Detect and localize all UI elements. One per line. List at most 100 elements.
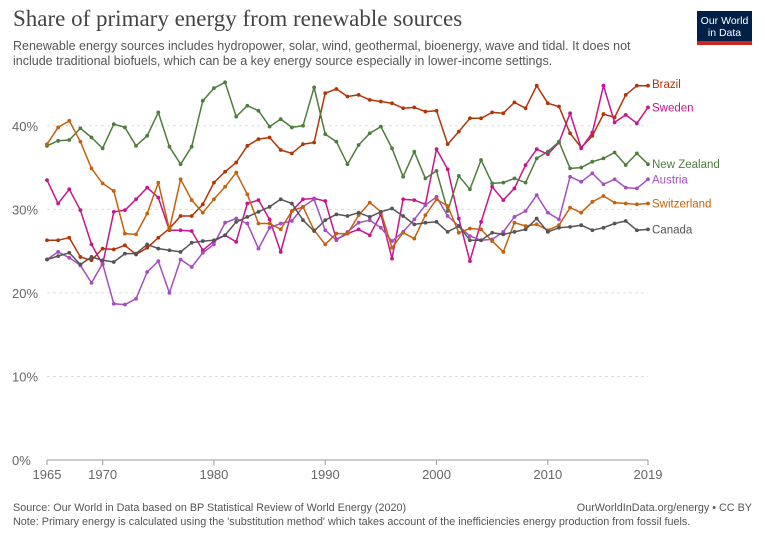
data-point-new-zealand[interactable] bbox=[501, 180, 506, 185]
data-point-canada[interactable] bbox=[534, 216, 539, 221]
data-point-switzerland[interactable] bbox=[568, 205, 572, 210]
data-point-canada[interactable] bbox=[111, 260, 116, 264]
data-point-austria[interactable] bbox=[200, 250, 205, 255]
data-point-switzerland[interactable] bbox=[412, 236, 417, 241]
data-point-switzerland[interactable] bbox=[234, 170, 239, 175]
data-point-new-zealand[interactable] bbox=[89, 135, 94, 140]
data-point-switzerland[interactable] bbox=[189, 198, 194, 203]
data-point-switzerland[interactable] bbox=[278, 227, 283, 232]
data-point-switzerland[interactable] bbox=[100, 181, 105, 186]
data-point-sweden[interactable] bbox=[323, 199, 328, 203]
data-point-new-zealand[interactable] bbox=[145, 133, 150, 138]
data-point-brazil[interactable] bbox=[601, 112, 606, 116]
data-point-austria[interactable] bbox=[390, 239, 394, 243]
data-point-sweden[interactable] bbox=[612, 120, 617, 125]
data-point-brazil[interactable] bbox=[56, 238, 61, 243]
data-point-brazil[interactable] bbox=[178, 214, 183, 218]
data-point-switzerland[interactable] bbox=[323, 242, 328, 247]
data-point-brazil[interactable] bbox=[200, 202, 205, 207]
data-point-new-zealand[interactable] bbox=[367, 131, 372, 136]
data-point-brazil[interactable] bbox=[323, 91, 328, 96]
data-point-austria[interactable] bbox=[623, 185, 628, 190]
data-point-austria[interactable] bbox=[134, 296, 138, 301]
data-point-austria[interactable] bbox=[111, 301, 116, 306]
data-point-switzerland[interactable] bbox=[390, 245, 394, 250]
data-point-switzerland[interactable] bbox=[501, 250, 506, 254]
data-point-austria[interactable] bbox=[356, 220, 361, 225]
data-point-new-zealand[interactable] bbox=[334, 139, 339, 144]
data-point-sweden[interactable] bbox=[189, 229, 194, 233]
data-point-switzerland[interactable] bbox=[490, 239, 495, 243]
data-point-canada[interactable] bbox=[245, 214, 250, 219]
data-point-austria[interactable] bbox=[468, 234, 472, 238]
data-point-sweden[interactable] bbox=[434, 147, 439, 152]
data-point-austria[interactable] bbox=[234, 216, 239, 221]
data-point-new-zealand[interactable] bbox=[612, 150, 617, 155]
data-point-austria[interactable] bbox=[378, 225, 383, 230]
data-point-sweden[interactable] bbox=[234, 240, 239, 244]
data-point-canada[interactable] bbox=[123, 251, 127, 256]
data-point-new-zealand[interactable] bbox=[245, 103, 250, 108]
data-point-brazil[interactable] bbox=[423, 109, 428, 114]
data-point-austria[interactable] bbox=[523, 209, 528, 213]
data-point-new-zealand[interactable] bbox=[301, 123, 305, 128]
data-point-new-zealand[interactable] bbox=[256, 108, 261, 113]
data-point-new-zealand[interactable] bbox=[345, 162, 350, 167]
data-point-switzerland[interactable] bbox=[534, 222, 539, 227]
data-point-austria[interactable] bbox=[612, 177, 617, 182]
data-point-canada[interactable] bbox=[189, 240, 194, 245]
data-point-brazil[interactable] bbox=[490, 110, 495, 115]
data-point-austria[interactable] bbox=[289, 219, 294, 223]
data-point-sweden[interactable] bbox=[523, 163, 528, 167]
data-point-austria[interactable] bbox=[100, 261, 105, 266]
data-point-switzerland[interactable] bbox=[56, 125, 61, 130]
data-point-switzerland[interactable] bbox=[123, 231, 127, 236]
data-point-austria[interactable] bbox=[445, 214, 450, 218]
data-point-canada[interactable] bbox=[312, 229, 317, 233]
data-point-new-zealand[interactable] bbox=[56, 138, 61, 143]
data-point-brazil[interactable] bbox=[345, 94, 350, 99]
data-point-canada[interactable] bbox=[412, 222, 417, 227]
data-point-brazil[interactable] bbox=[123, 243, 127, 248]
data-point-new-zealand[interactable] bbox=[390, 146, 394, 151]
data-point-canada[interactable] bbox=[590, 228, 595, 233]
data-point-austria[interactable] bbox=[412, 217, 417, 222]
data-point-switzerland[interactable] bbox=[646, 201, 650, 206]
data-point-canada[interactable] bbox=[45, 257, 49, 262]
data-point-new-zealand[interactable] bbox=[223, 80, 227, 85]
data-point-brazil[interactable] bbox=[145, 245, 150, 250]
data-point-austria[interactable] bbox=[212, 242, 216, 247]
data-point-new-zealand[interactable] bbox=[234, 114, 239, 119]
series-line-austria[interactable] bbox=[46, 172, 649, 306]
data-point-canada[interactable] bbox=[301, 218, 305, 223]
data-point-austria[interactable] bbox=[367, 218, 372, 223]
data-point-brazil[interactable] bbox=[557, 104, 561, 109]
data-point-brazil[interactable] bbox=[390, 101, 394, 106]
data-point-switzerland[interactable] bbox=[167, 227, 172, 232]
data-point-canada[interactable] bbox=[278, 197, 283, 202]
data-point-switzerland[interactable] bbox=[601, 194, 606, 198]
data-point-switzerland[interactable] bbox=[223, 184, 227, 189]
data-point-switzerland[interactable] bbox=[590, 199, 595, 204]
data-point-brazil[interactable] bbox=[646, 83, 650, 88]
data-point-brazil[interactable] bbox=[634, 83, 639, 88]
data-point-canada[interactable] bbox=[367, 214, 372, 219]
data-point-switzerland[interactable] bbox=[245, 192, 250, 197]
data-point-new-zealand[interactable] bbox=[200, 98, 205, 103]
data-point-austria[interactable] bbox=[156, 259, 161, 264]
data-point-canada[interactable] bbox=[67, 250, 72, 255]
data-point-sweden[interactable] bbox=[490, 184, 495, 189]
data-point-new-zealand[interactable] bbox=[123, 125, 127, 130]
data-point-canada[interactable] bbox=[434, 219, 439, 224]
data-point-new-zealand[interactable] bbox=[523, 180, 528, 185]
data-point-austria[interactable] bbox=[601, 182, 606, 187]
data-point-canada[interactable] bbox=[89, 255, 94, 259]
data-point-new-zealand[interactable] bbox=[401, 174, 406, 179]
data-point-switzerland[interactable] bbox=[401, 230, 406, 235]
data-point-brazil[interactable] bbox=[234, 160, 239, 165]
data-point-new-zealand[interactable] bbox=[167, 144, 172, 149]
data-point-sweden[interactable] bbox=[468, 259, 472, 264]
data-point-canada[interactable] bbox=[289, 201, 294, 206]
data-point-brazil[interactable] bbox=[256, 137, 261, 142]
data-point-switzerland[interactable] bbox=[634, 202, 639, 207]
